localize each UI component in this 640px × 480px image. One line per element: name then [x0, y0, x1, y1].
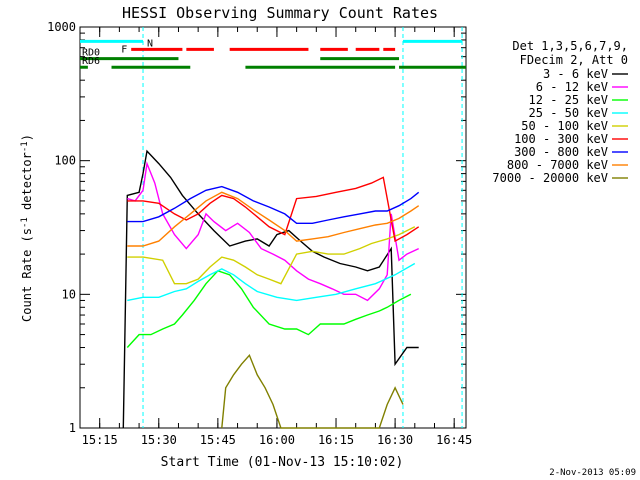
y-axis-label-mid: detector: [20, 152, 34, 217]
series-lines: [122, 149, 420, 429]
series-line-12-25-kev: [126, 269, 412, 348]
marker-label-rd0: RD0: [82, 48, 100, 59]
plot-frame: [79, 26, 467, 429]
legend-label: 300 - 800 keV: [514, 145, 608, 159]
y-tick-label: 10: [62, 287, 76, 301]
series-line-800-7000-kev: [127, 191, 420, 247]
y-tick-label: 1: [69, 421, 76, 435]
x-tick-label: 16:30: [377, 433, 413, 447]
legend: Det 1,3,5,6,7,9, FDecim 2, Att 0 3 - 6 k…: [492, 39, 628, 185]
y-tick-label: 1000: [47, 20, 76, 34]
legend-label: 50 - 100 keV: [521, 119, 608, 133]
y-axis-label-sup2: -1: [20, 141, 30, 152]
legend-header-line-1: Det 1,3,5,6,7,9,: [512, 39, 628, 53]
legend-header-line-2: FDecim 2, Att 0: [520, 53, 628, 67]
x-tick-label: 16:00: [259, 433, 295, 447]
y-tick-label: 100: [54, 154, 76, 168]
legend-label: 800 - 7000 keV: [507, 158, 608, 172]
x-tick-label: 16:45: [436, 433, 472, 447]
series-line-100-300-kev: [127, 176, 420, 243]
y-axis-label: Count Rate (s-1 detector-1): [20, 134, 34, 322]
legend-label: 3 - 6 keV: [543, 67, 608, 81]
legend-label: 12 - 25 keV: [529, 93, 608, 107]
marker-label-n: N: [147, 38, 153, 49]
legend-label: 7000 - 20000 keV: [492, 171, 608, 185]
series-line-3-6-kev: [122, 149, 419, 429]
plot-area: [79, 26, 467, 429]
generation-timestamp: 2-Nov-2013 05:09: [549, 468, 636, 478]
x-tick-label: 15:15: [82, 433, 118, 447]
marker-label-rd6: RD6: [82, 56, 100, 67]
y-axis-label-main: Count Rate (s: [20, 228, 34, 322]
x-tick-label: 15:45: [200, 433, 236, 447]
series-line-300-800-kev: [127, 185, 420, 225]
x-tick-label: 15:30: [141, 433, 177, 447]
y-axis-label-end: ): [20, 134, 34, 141]
y-axis-label-sup1: -1: [20, 217, 30, 228]
x-axis: 15:15 15:30 15:45 16:00 16:15 16:30 16:45: [79, 27, 472, 447]
legend-label: 100 - 300 keV: [514, 132, 608, 146]
series-line-7000-20000-kev: [221, 353, 404, 429]
chart-title: HESSI Observing Summary Count Rates: [122, 4, 438, 22]
marker-label-f: F: [121, 44, 127, 55]
series-line-50-100-kev: [127, 226, 416, 285]
x-tick-label: 16:15: [318, 433, 354, 447]
x-axis-label: Start Time (01-Nov-13 15:10:02): [161, 455, 404, 470]
series-line-6-12-kev: [127, 160, 419, 302]
series-line-25-50-kev: [127, 262, 416, 302]
legend-label: 6 - 12 keV: [536, 80, 608, 94]
y-axis: 1 10 100 1000: [47, 20, 466, 435]
legend-label: 25 - 50 keV: [529, 106, 608, 120]
